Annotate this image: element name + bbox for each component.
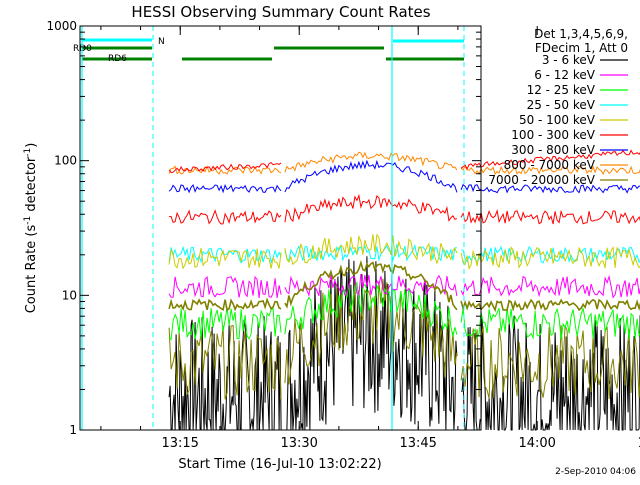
series-segment-8-1 — [168, 183, 282, 194]
series-25_50keV — [168, 243, 640, 264]
legend-label-7: 300 - 800 keV — [511, 143, 595, 157]
series-6_12keV — [168, 273, 640, 299]
flags-layer: NRD0RD6 — [73, 26, 465, 430]
series-red-upper — [168, 149, 640, 174]
series-segment-8-3 — [460, 183, 640, 194]
series-segment-1-2 — [284, 256, 458, 431]
series-segment-7-2 — [284, 193, 458, 223]
y-tick-label-4: 1000 — [46, 19, 77, 33]
series-red-upper-segment-1 — [168, 161, 282, 174]
y-axis-label-sup1: -1 — [23, 216, 33, 225]
series-300_800keV — [168, 159, 640, 194]
legend-label-6: 100 - 300 keV — [511, 128, 595, 142]
y-axis-label-part3: ) — [24, 143, 39, 148]
series-segment-5-3 — [460, 245, 640, 264]
series-12_25keV — [168, 281, 640, 341]
y-axis-label-part2: detector — [24, 156, 39, 216]
flag-label-rd6: RD6 — [108, 54, 127, 64]
series-7000_20000keV — [168, 278, 640, 400]
legend-label-8: 800 - 7000 keV — [504, 158, 596, 172]
series-segment-7-1 — [169, 209, 282, 225]
y-axis-label: Count Rate (s-1 detector-1) — [23, 143, 39, 314]
legend-header-line-2: FDecim 1, Att 0 — [535, 41, 628, 55]
series-segment-4-1 — [168, 275, 282, 298]
chart-title: HESSI Observing Summary Count Rates — [131, 3, 430, 21]
series-olive-upper-segment-3 — [460, 298, 640, 313]
series-segment-3-3 — [460, 307, 640, 340]
y-axis-label-part1: Count Rate (s — [24, 225, 39, 314]
footer-date: 2-Sep-2010 04:06 — [555, 467, 636, 477]
series-red-upper-segment-2 — [460, 149, 640, 171]
series-segment-5-1 — [168, 245, 282, 264]
series-segment-2-3 — [460, 325, 640, 400]
series-segment-4-3 — [460, 274, 640, 299]
x-tick-label-3: 13:45 — [399, 436, 436, 451]
series-segment-3-1 — [168, 307, 282, 341]
x-tick-label-1: 13:15 — [161, 436, 198, 451]
x-tick-label-4: 14:00 — [518, 436, 555, 451]
legend-label-4: 25 - 50 keV — [527, 98, 596, 112]
series-segment-6-3 — [460, 245, 640, 271]
series-olive-upper-segment-1 — [168, 297, 282, 312]
series-segment-4-2 — [284, 273, 458, 298]
series-olive-upper — [168, 259, 640, 313]
series-100_300keV — [169, 193, 640, 225]
series-olive-upper-segment-2 — [284, 259, 458, 311]
series-segment-6-2 — [284, 233, 458, 266]
legend-label-1: 3 - 6 keV — [542, 53, 596, 67]
series-segment-5-2 — [284, 243, 457, 262]
y-tick-label-3: 100 — [54, 154, 77, 168]
y-tick-label-2: 10 — [62, 288, 77, 302]
series-segment-1-3 — [461, 315, 640, 431]
x-tick-label-5: 14:15 — [637, 436, 640, 451]
legend-label-3: 12 - 25 keV — [527, 83, 596, 97]
series-segment-2-1 — [168, 324, 282, 400]
y-tick-label-1: 1 — [69, 423, 77, 437]
legend: Det 1,3,4,5,6,9, FDecim 1, Att 0 3 - 6 k… — [488, 27, 628, 187]
legend-label-5: 50 - 100 keV — [519, 113, 596, 127]
series-layer — [168, 149, 640, 431]
series-segment-8-2 — [284, 159, 458, 193]
flag-label-n: N — [158, 37, 165, 47]
series-segment-7-3 — [460, 208, 640, 225]
series-segment-9-2 — [284, 151, 458, 173]
plot-frame — [79, 25, 482, 431]
series-segment-6-1 — [168, 247, 282, 270]
legend-header-line-1: Det 1,3,4,5,6,9, — [534, 27, 628, 41]
series-50_100keV — [168, 233, 640, 271]
legend-label-2: 6 - 12 keV — [534, 68, 596, 82]
x-tick-label-2: 13:30 — [280, 436, 317, 451]
series-segment-9-3 — [460, 165, 640, 176]
legend-label-9: 7000 - 20000 keV — [488, 173, 595, 187]
series-segment-2-2 — [284, 278, 458, 385]
series-segment-3-2 — [284, 281, 458, 337]
y-axis-label-sup2: -1 — [23, 148, 33, 157]
x-axis-label: Start Time (16-Jul-10 13:02:22) — [178, 457, 381, 472]
